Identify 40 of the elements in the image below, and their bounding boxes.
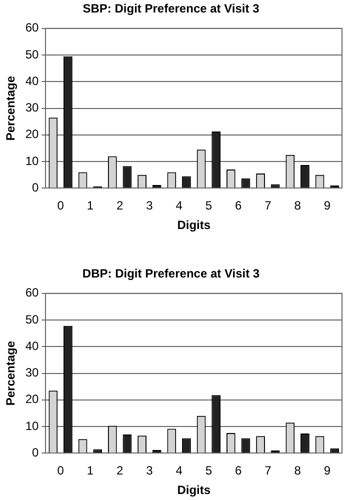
y-axis-title: Percentage bbox=[4, 76, 18, 141]
x-axis-title: Digits bbox=[177, 218, 211, 232]
y-tick-label: 20 bbox=[25, 392, 40, 406]
chart-title: SBP: Digit Preference at Visit 3 bbox=[82, 2, 260, 16]
x-tick-label: 9 bbox=[324, 198, 331, 213]
y-tick-label: 50 bbox=[25, 47, 40, 62]
x-tick-label: 1 bbox=[86, 198, 94, 213]
x-tick-label: 0 bbox=[57, 464, 64, 478]
x-tick-label: 7 bbox=[264, 198, 272, 213]
x-tick-label: 4 bbox=[176, 198, 183, 213]
y-tick-label: 50 bbox=[25, 312, 40, 326]
y-tick-label: 10 bbox=[25, 418, 40, 433]
x-tick-label: 6 bbox=[234, 198, 242, 213]
x-tick-label: 7 bbox=[264, 464, 272, 478]
x-tick-label: 6 bbox=[234, 464, 242, 478]
x-tick-label: 4 bbox=[176, 464, 183, 478]
x-tick-label: 8 bbox=[294, 198, 302, 213]
x-tick-label: 3 bbox=[146, 198, 154, 213]
x-tick-label: 3 bbox=[146, 464, 154, 478]
y-tick-label: 40 bbox=[25, 338, 40, 353]
y-tick-label: 60 bbox=[25, 20, 40, 35]
y-tick-label: 60 bbox=[25, 286, 40, 300]
y-tick-label: 30 bbox=[25, 100, 40, 115]
x-tick-label: 5 bbox=[205, 198, 212, 213]
x-tick-label: 2 bbox=[116, 464, 124, 478]
y-tick-label: 20 bbox=[25, 127, 40, 142]
x-tick-label: 5 bbox=[205, 464, 212, 478]
y-tick-label: 0 bbox=[32, 446, 40, 460]
x-tick-label: 8 bbox=[294, 464, 302, 478]
x-tick-label: 2 bbox=[116, 198, 124, 213]
x-tick-label: 0 bbox=[57, 198, 64, 213]
y-axis-title: Percentage bbox=[4, 340, 18, 406]
chart-title: DBP: Digit Preference at Visit 3 bbox=[82, 266, 260, 281]
y-tick-label: 0 bbox=[32, 180, 40, 195]
y-tick-label: 30 bbox=[25, 366, 40, 380]
y-tick-label: 10 bbox=[25, 154, 40, 168]
x-tick-label: 1 bbox=[86, 464, 94, 478]
x-axis-title: Digits bbox=[177, 483, 211, 498]
y-tick-label: 40 bbox=[25, 74, 40, 88]
x-tick-label: 9 bbox=[324, 464, 331, 478]
